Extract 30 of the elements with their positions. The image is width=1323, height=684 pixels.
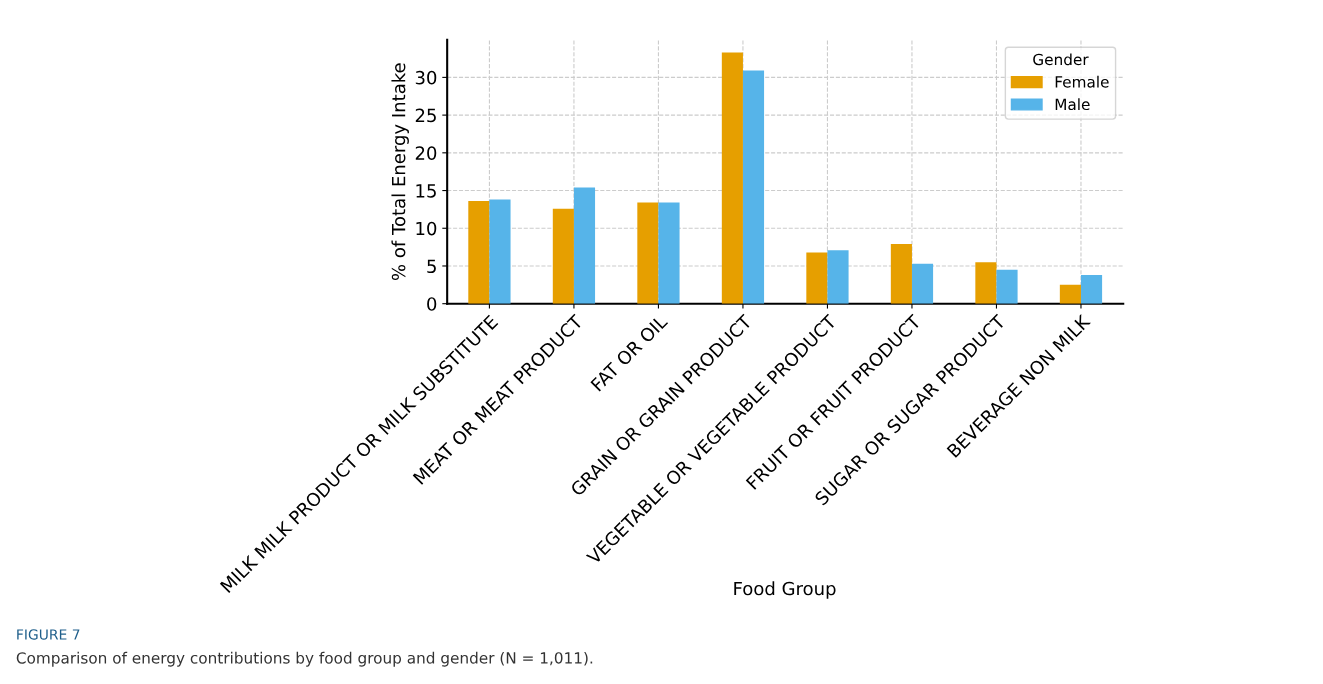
bar [721,52,743,304]
bar [996,269,1018,304]
x-axis-title: Food Group [734,581,836,599]
bar [827,250,849,304]
legend-title: Gender [1033,53,1089,66]
legend-label: Male [1055,98,1090,111]
y-tick-label: 0 [427,297,437,311]
bar [1080,275,1103,304]
legend-label: Female [1055,75,1109,88]
y-tick-label: 10 [416,221,437,236]
bar [637,202,659,304]
bar [552,208,574,304]
y-axis-title: % of Total Energy Intake [391,63,409,281]
bar [890,244,912,304]
bar [468,201,490,304]
bar [911,263,934,304]
bar [573,187,596,304]
text: Comparison of energy contributions by food group and gender (N = 1,011). [16,651,593,667]
y-tick-label: 25 [415,108,436,123]
caption: FIGURE 7 [17,629,80,640]
y-tick-label: 30 [415,70,437,85]
y-tick-label: 5 [427,259,436,274]
bar [975,262,997,304]
bar [806,252,828,304]
bar [1059,284,1081,304]
y-tick-label: 15 [416,184,436,198]
bar [489,199,511,304]
bar [742,70,765,304]
bar [658,202,680,304]
y-tick-label: 20 [415,146,437,160]
